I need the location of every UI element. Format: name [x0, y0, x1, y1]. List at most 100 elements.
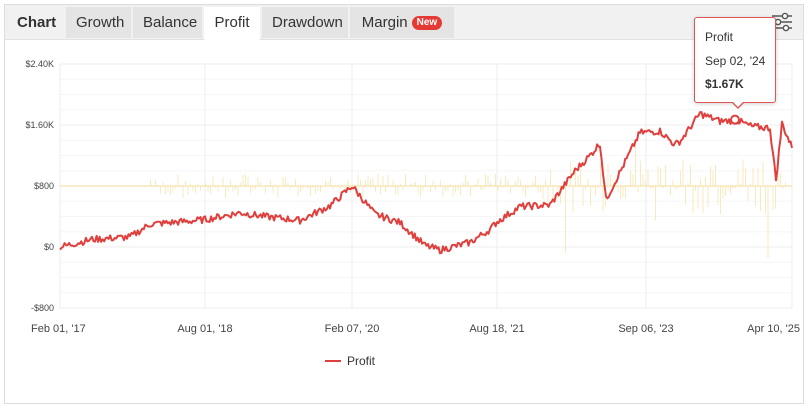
tab-drawdown[interactable]: Drawdown	[262, 7, 348, 38]
volume-bar	[385, 186, 386, 193]
volume-bar	[515, 181, 516, 186]
volume-bar	[260, 182, 261, 186]
volume-bar	[630, 170, 631, 186]
volume-bar	[457, 186, 459, 191]
volume-bar	[375, 186, 376, 192]
volume-bar	[602, 186, 604, 211]
volume-bar	[417, 186, 419, 194]
volume-bar	[165, 186, 166, 195]
volume-bar	[317, 186, 319, 192]
volume-bar	[380, 186, 381, 195]
volume-bar	[477, 178, 479, 186]
volume-bar	[770, 186, 771, 188]
volume-bar	[465, 174, 466, 186]
volume-bar	[460, 186, 461, 196]
volume-bar	[705, 177, 706, 186]
volume-bar	[442, 186, 444, 198]
volume-bar	[740, 183, 741, 186]
volume-bar	[330, 176, 331, 186]
volume-bar	[467, 181, 469, 186]
volume-bar	[760, 186, 761, 212]
legend-label: Profit	[347, 354, 376, 368]
volume-bar	[645, 181, 646, 186]
tooltip-arrow-inner	[732, 101, 744, 107]
volume-bar	[575, 168, 576, 186]
volume-bar	[677, 186, 679, 189]
volume-bar	[287, 183, 289, 186]
volume-bar	[365, 179, 366, 186]
volume-bar	[625, 186, 626, 199]
volume-bar	[410, 183, 411, 186]
volume-bar	[582, 186, 584, 206]
volume-bar	[247, 176, 249, 186]
x-tick-label: Apr 10, '25	[747, 323, 800, 335]
volume-bar	[445, 186, 446, 192]
volume-bar	[505, 175, 506, 186]
volume-bar	[527, 186, 529, 190]
chart-card: Chart Growth Balance Profit Drawdown Mar…	[4, 4, 804, 404]
tab-bar: Chart Growth Balance Profit Drawdown Mar…	[5, 5, 803, 40]
volume-bars	[60, 139, 792, 258]
volume-bar	[690, 164, 691, 186]
volume-bar	[425, 174, 426, 186]
y-tick-label: $1.60K	[25, 120, 54, 130]
volume-bar	[485, 174, 486, 186]
volume-bar	[700, 179, 701, 186]
volume-bar	[570, 162, 571, 186]
hover-marker	[730, 114, 740, 125]
volume-bar	[597, 186, 599, 189]
volume-bar	[507, 179, 509, 186]
volume-bar	[420, 186, 421, 197]
legend-profit[interactable]: Profit	[325, 354, 375, 368]
volume-bar	[550, 169, 551, 186]
volume-bar	[387, 174, 389, 186]
volume-bar	[167, 186, 169, 193]
volume-bar	[175, 186, 176, 189]
tooltip: Profit Sep 02, '24 $1.67K	[694, 17, 776, 109]
tab-growth[interactable]: Growth	[66, 7, 131, 38]
volume-bar	[780, 172, 781, 186]
volume-bar	[577, 175, 579, 186]
volume-bar	[785, 182, 786, 186]
volume-bar	[275, 184, 276, 186]
volume-bar	[412, 183, 414, 186]
volume-bar	[295, 179, 296, 186]
volume-bar	[595, 186, 596, 196]
volume-bar	[290, 186, 291, 189]
legend-swatch	[325, 360, 341, 362]
volume-bar	[607, 164, 609, 186]
volume-bar	[240, 182, 241, 186]
volume-bar	[230, 180, 231, 186]
volume-bar	[307, 186, 309, 189]
volume-bar	[482, 186, 484, 191]
chart-tab-title: Chart	[17, 14, 57, 31]
sliders-icon[interactable]	[771, 12, 793, 32]
volume-bar	[622, 186, 624, 198]
volume-bar	[195, 186, 196, 193]
volume-bar	[430, 186, 431, 193]
volume-bar	[232, 186, 234, 192]
volume-bar	[357, 174, 359, 186]
volume-bar	[432, 180, 434, 186]
volume-bar	[590, 186, 591, 206]
volume-bar	[285, 177, 286, 186]
volume-bar	[192, 186, 194, 192]
volume-bar	[475, 184, 476, 186]
volume-bar	[450, 184, 451, 186]
tab-profit[interactable]: Profit	[204, 7, 260, 40]
volume-bar	[162, 182, 164, 186]
volume-bar	[225, 186, 226, 199]
tab-balance[interactable]: Balance	[133, 7, 202, 38]
volume-bar	[462, 183, 464, 186]
volume-bar	[675, 186, 676, 190]
tab-margin[interactable]: Margin New	[350, 7, 454, 38]
volume-bar	[722, 186, 724, 199]
volume-bar	[310, 186, 311, 196]
volume-bar	[512, 186, 514, 188]
volume-bar	[242, 175, 244, 186]
volume-bar	[707, 186, 709, 208]
volume-bar	[610, 173, 611, 186]
volume-bar	[620, 186, 621, 199]
x-tick-label: Aug 01, '18	[177, 323, 232, 335]
volume-bar	[545, 179, 546, 186]
